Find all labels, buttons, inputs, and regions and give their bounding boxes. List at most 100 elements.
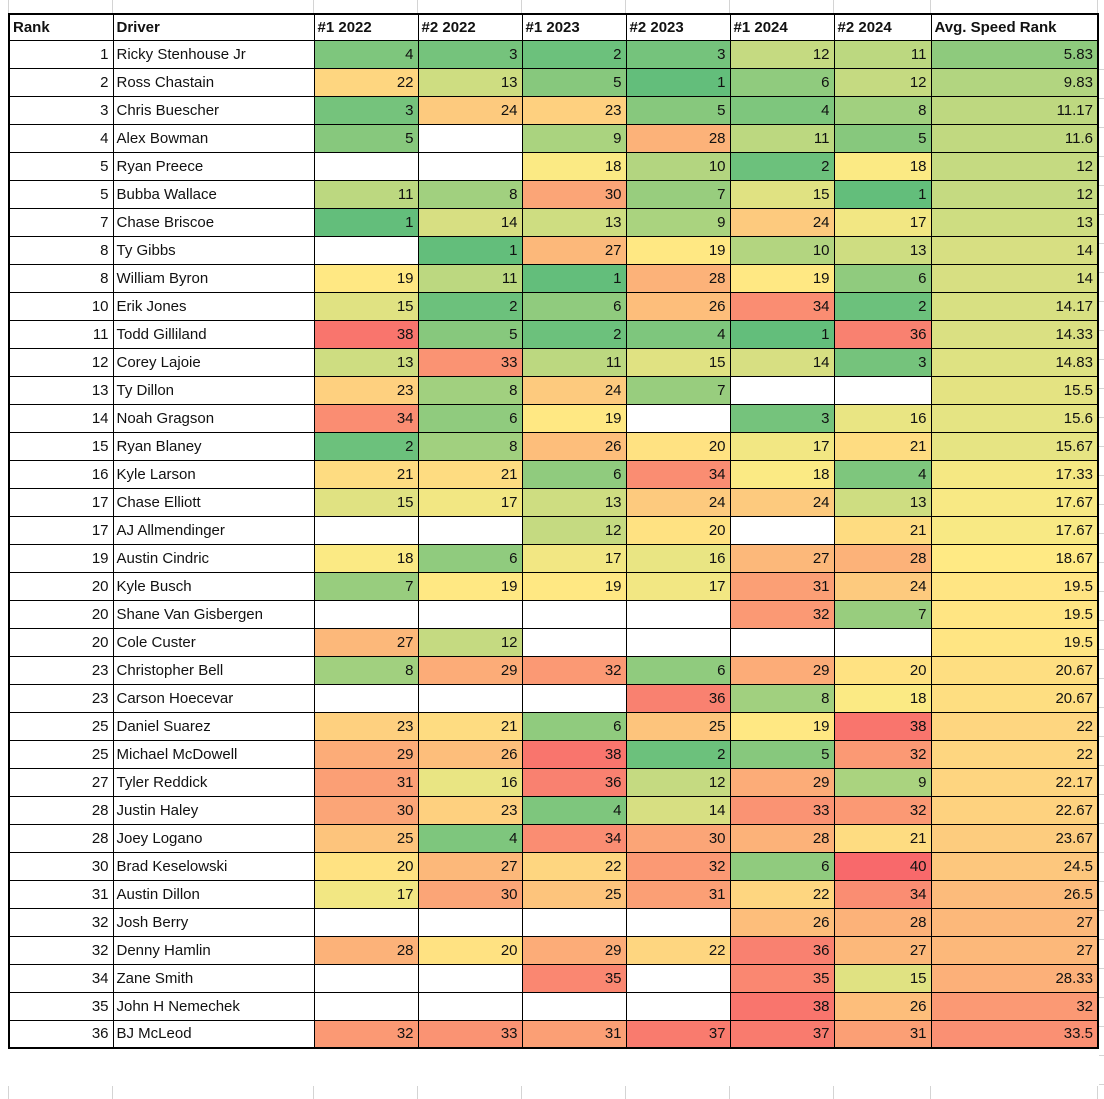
race-rank-cell[interactable]: 40: [833, 851, 932, 881]
race-rank-cell[interactable]: 4: [313, 39, 419, 69]
race-rank-cell[interactable]: 4: [625, 319, 731, 349]
race-rank-cell[interactable]: 34: [521, 823, 627, 853]
rank-cell[interactable]: 31: [8, 879, 114, 909]
driver-cell[interactable]: Bubba Wallace: [112, 179, 315, 209]
race-rank-cell[interactable]: 11: [729, 123, 835, 153]
driver-cell[interactable]: Cole Custer: [112, 627, 315, 657]
race-rank-cell[interactable]: 35: [729, 963, 835, 993]
race-rank-cell[interactable]: 28: [625, 123, 731, 153]
race-rank-cell[interactable]: 30: [521, 179, 627, 209]
rank-cell[interactable]: 23: [8, 655, 114, 685]
race-rank-cell[interactable]: 24: [729, 487, 835, 517]
race-rank-cell[interactable]: [521, 991, 627, 1021]
column-header--1-2023[interactable]: #1 2023: [521, 13, 627, 41]
race-rank-cell[interactable]: 15: [833, 963, 932, 993]
column-header--1-2022[interactable]: #1 2022: [313, 13, 419, 41]
race-rank-cell[interactable]: 14: [417, 207, 523, 237]
race-rank-cell[interactable]: [625, 963, 731, 993]
race-rank-cell[interactable]: 2: [833, 291, 932, 321]
driver-cell[interactable]: Chase Briscoe: [112, 207, 315, 237]
race-rank-cell[interactable]: 3: [625, 39, 731, 69]
rank-cell[interactable]: 25: [8, 739, 114, 769]
race-rank-cell[interactable]: 34: [729, 291, 835, 321]
race-rank-cell[interactable]: 15: [313, 291, 419, 321]
driver-cell[interactable]: Ryan Preece: [112, 151, 315, 181]
race-rank-cell[interactable]: 12: [521, 515, 627, 545]
rank-cell[interactable]: 12: [8, 347, 114, 377]
race-rank-cell[interactable]: 5: [521, 67, 627, 97]
race-rank-cell[interactable]: 21: [313, 459, 419, 489]
race-rank-cell[interactable]: 31: [625, 879, 731, 909]
race-rank-cell[interactable]: 1: [729, 319, 835, 349]
race-rank-cell[interactable]: 31: [833, 1019, 932, 1049]
driver-cell[interactable]: Austin Dillon: [112, 879, 315, 909]
race-rank-cell[interactable]: 21: [833, 431, 932, 461]
race-rank-cell[interactable]: 29: [417, 655, 523, 685]
rank-cell[interactable]: 19: [8, 543, 114, 573]
avg-speed-rank-cell[interactable]: 28.33: [930, 963, 1099, 993]
avg-speed-rank-cell[interactable]: 22.67: [930, 795, 1099, 825]
driver-cell[interactable]: Ty Gibbs: [112, 235, 315, 265]
rank-cell[interactable]: 4: [8, 123, 114, 153]
avg-speed-rank-cell[interactable]: 22: [930, 711, 1099, 741]
race-rank-cell[interactable]: 33: [417, 347, 523, 377]
race-rank-cell[interactable]: 6: [521, 711, 627, 741]
race-rank-cell[interactable]: 6: [417, 543, 523, 573]
race-rank-cell[interactable]: [417, 991, 523, 1021]
race-rank-cell[interactable]: [625, 627, 731, 657]
race-rank-cell[interactable]: 6: [521, 459, 627, 489]
race-rank-cell[interactable]: 13: [521, 207, 627, 237]
race-rank-cell[interactable]: 32: [521, 655, 627, 685]
rank-cell[interactable]: 28: [8, 823, 114, 853]
race-rank-cell[interactable]: 33: [417, 1019, 523, 1049]
race-rank-cell[interactable]: 32: [729, 599, 835, 629]
race-rank-cell[interactable]: 28: [625, 263, 731, 293]
race-rank-cell[interactable]: 19: [521, 571, 627, 601]
race-rank-cell[interactable]: 36: [729, 935, 835, 965]
rank-cell[interactable]: 17: [8, 515, 114, 545]
race-rank-cell[interactable]: [417, 963, 523, 993]
driver-cell[interactable]: Chase Elliott: [112, 487, 315, 517]
race-rank-cell[interactable]: 2: [521, 39, 627, 69]
rank-cell[interactable]: 8: [8, 263, 114, 293]
rank-cell[interactable]: 5: [8, 151, 114, 181]
driver-cell[interactable]: Zane Smith: [112, 963, 315, 993]
avg-speed-rank-cell[interactable]: 11.6: [930, 123, 1099, 153]
race-rank-cell[interactable]: [625, 403, 731, 433]
avg-speed-rank-cell[interactable]: 17.67: [930, 487, 1099, 517]
rank-cell[interactable]: 11: [8, 319, 114, 349]
race-rank-cell[interactable]: 17: [833, 207, 932, 237]
avg-speed-rank-cell[interactable]: 14.17: [930, 291, 1099, 321]
race-rank-cell[interactable]: [729, 627, 835, 657]
race-rank-cell[interactable]: 6: [833, 263, 932, 293]
race-rank-cell[interactable]: 18: [833, 683, 932, 713]
column-header--2-2023[interactable]: #2 2023: [625, 13, 731, 41]
driver-cell[interactable]: Austin Cindric: [112, 543, 315, 573]
race-rank-cell[interactable]: 27: [521, 235, 627, 265]
race-rank-cell[interactable]: 16: [417, 767, 523, 797]
race-rank-cell[interactable]: 23: [417, 795, 523, 825]
driver-cell[interactable]: Noah Gragson: [112, 403, 315, 433]
race-rank-cell[interactable]: 22: [729, 879, 835, 909]
rank-cell[interactable]: 30: [8, 851, 114, 881]
race-rank-cell[interactable]: 6: [625, 655, 731, 685]
race-rank-cell[interactable]: [417, 151, 523, 181]
race-rank-cell[interactable]: [521, 599, 627, 629]
race-rank-cell[interactable]: 37: [729, 1019, 835, 1049]
driver-cell[interactable]: William Byron: [112, 263, 315, 293]
race-rank-cell[interactable]: 26: [729, 907, 835, 937]
race-rank-cell[interactable]: 19: [625, 235, 731, 265]
driver-cell[interactable]: Ty Dillon: [112, 375, 315, 405]
rank-cell[interactable]: 20: [8, 599, 114, 629]
avg-speed-rank-cell[interactable]: 14.83: [930, 347, 1099, 377]
column-header-avg-speed-rank[interactable]: Avg. Speed Rank: [930, 13, 1099, 41]
race-rank-cell[interactable]: 25: [521, 879, 627, 909]
race-rank-cell[interactable]: 22: [521, 851, 627, 881]
avg-speed-rank-cell[interactable]: 19.5: [930, 627, 1099, 657]
race-rank-cell[interactable]: [729, 515, 835, 545]
driver-cell[interactable]: John H Nemechek: [112, 991, 315, 1021]
race-rank-cell[interactable]: 1: [833, 179, 932, 209]
race-rank-cell[interactable]: 29: [729, 655, 835, 685]
race-rank-cell[interactable]: [313, 907, 419, 937]
driver-cell[interactable]: Daniel Suarez: [112, 711, 315, 741]
